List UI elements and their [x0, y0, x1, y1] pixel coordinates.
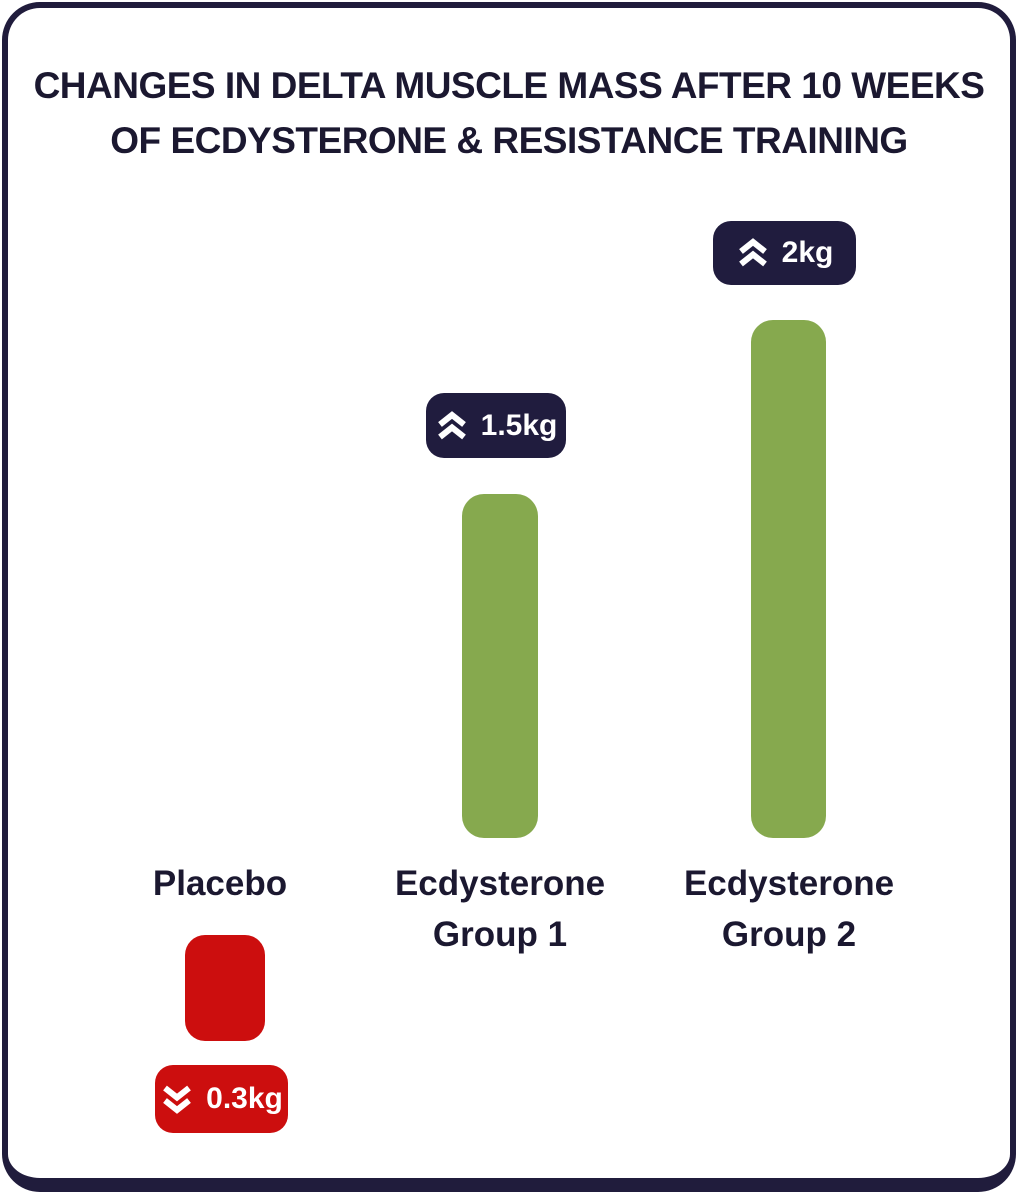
- double-chevron-down-icon: [160, 1084, 194, 1114]
- category-label-group1: Ecdysterone Group 1: [375, 858, 625, 960]
- bar-group1: [462, 494, 538, 838]
- value-badge-group2: 2kg: [713, 221, 856, 285]
- category-label-group1-line2: Group 1: [432, 915, 568, 954]
- value-badge-group1-label: 1.5kg: [480, 408, 558, 442]
- chart-title-line1: CHANGES IN DELTA MUSCLE MASS AFTER 10 WE…: [33, 65, 985, 106]
- category-label-group2-line2: Group 2: [721, 915, 857, 954]
- value-badge-placebo-label: 0.3kg: [206, 1082, 283, 1115]
- chart-title: CHANGES IN DELTA MUSCLE MASS AFTER 10 WE…: [30, 58, 988, 168]
- value-badge-placebo: 0.3kg: [155, 1065, 288, 1133]
- bar-placebo: [185, 935, 265, 1041]
- value-badge-group2-label: 2kg: [781, 236, 834, 269]
- category-label-group2-line1: Ecdysterone: [683, 864, 895, 903]
- category-label-placebo-line1: Placebo: [152, 864, 288, 903]
- double-chevron-up-icon: [736, 238, 770, 268]
- category-label-placebo: Placebo: [110, 858, 330, 909]
- category-label-group2: Ecdysterone Group 2: [664, 858, 914, 960]
- double-chevron-up-icon: [435, 410, 469, 441]
- chart-title-line2: OF ECDYSTERONE & RESISTANCE TRAINING: [110, 120, 908, 161]
- bar-group2: [751, 320, 826, 838]
- value-badge-group1: 1.5kg: [426, 393, 566, 458]
- category-label-group1-line1: Ecdysterone: [394, 864, 606, 903]
